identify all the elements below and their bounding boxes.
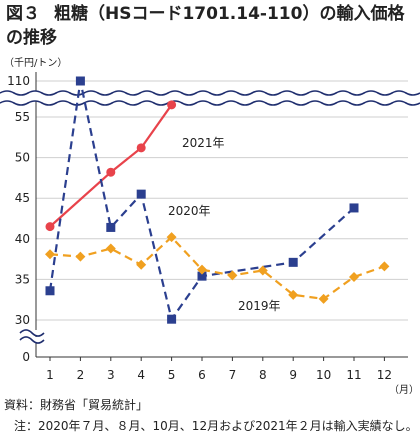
title-line-2: の推移 [6, 28, 57, 48]
data-point [136, 259, 147, 270]
source-note: 資料：財務省「貿易統計」 [4, 398, 149, 412]
data-point [197, 264, 207, 275]
axis-break-wave-top [0, 90, 420, 96]
x-tick-label: 3 [107, 368, 115, 382]
x-tick-label: 8 [259, 368, 267, 382]
title-line-1: 粗糖（HSコード1701.14-110）の輸入価格 [54, 4, 405, 24]
y-tick-label: 40 [15, 232, 30, 246]
data-point [45, 249, 55, 260]
y-tick-label: 45 [15, 191, 30, 205]
axis-break-wave-bottom [0, 100, 420, 106]
x-tick-label: 12 [377, 368, 392, 382]
data-point [167, 100, 177, 110]
series-line [48, 79, 355, 321]
figure-label: 図３ [6, 4, 40, 24]
x-tick-label: 7 [229, 368, 237, 382]
data-point [197, 271, 207, 281]
y-tick-label: 0 [22, 350, 30, 364]
series-line [49, 104, 173, 228]
footnote: 注：2020年７月、８月、10月、12月および2021年２月は輸入実績なし。 [14, 419, 418, 433]
series-label: 2020年 [168, 204, 211, 218]
data-point [45, 222, 55, 232]
data-point [288, 257, 298, 267]
y-axis-unit: （千円/トン） [4, 57, 67, 69]
data-point [167, 314, 177, 324]
data-point [106, 222, 116, 232]
y-tick-label: 30 [15, 313, 30, 327]
x-tick-label: 1 [46, 368, 54, 382]
data-point [288, 289, 299, 300]
x-tick-label: 11 [346, 368, 361, 382]
data-point [318, 293, 329, 304]
data-point [166, 232, 177, 243]
data-point [136, 189, 146, 199]
x-tick-label: 4 [137, 368, 145, 382]
data-point [257, 265, 268, 276]
x-tick-label: 2 [77, 368, 85, 382]
y-tick-label: 35 [15, 272, 30, 286]
axis-break-band [0, 91, 420, 105]
x-axis-unit: （月） [389, 384, 419, 395]
data-point [45, 286, 55, 296]
data-point [349, 271, 359, 282]
x-tick-label: 10 [316, 368, 331, 382]
y-break-mark-bottom [19, 336, 45, 344]
series-label: 2019年 [238, 299, 281, 313]
x-tick-label: 9 [289, 368, 297, 382]
series-label: 2021年 [182, 136, 225, 150]
data-point [227, 270, 238, 281]
data-point [136, 143, 146, 153]
data-point [75, 251, 86, 262]
y-tick-label: 110 [7, 74, 30, 88]
y-tick-label: 50 [15, 151, 30, 165]
data-point [106, 167, 116, 177]
x-tick-label: 5 [168, 368, 176, 382]
y-tick-label: 55 [15, 110, 30, 124]
data-point [75, 76, 85, 86]
x-tick-label: 6 [198, 368, 206, 382]
data-point [349, 203, 359, 213]
chart-title: 図３ 粗糖（HSコード1701.14-110）の輸入価格 の推移 [6, 2, 416, 50]
data-point [379, 261, 390, 272]
data-point [105, 243, 116, 254]
series-line [49, 236, 385, 300]
y-break-mark-top [19, 329, 45, 337]
